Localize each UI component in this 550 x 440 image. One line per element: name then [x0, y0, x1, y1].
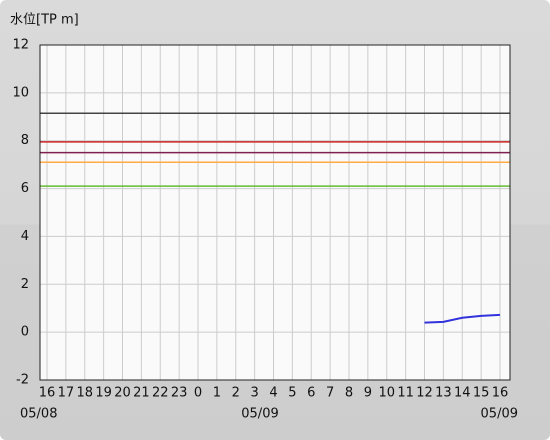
x-tick-label: 15 — [473, 386, 490, 401]
y-tick-label: 6 — [21, 181, 29, 196]
date-label: 05/09 — [241, 407, 278, 422]
x-tick-label: 2 — [232, 386, 240, 401]
x-tick-label: 22 — [152, 386, 169, 401]
y-tick-label: 0 — [21, 325, 29, 340]
x-tick-label: 0 — [194, 386, 202, 401]
x-tick-label: 23 — [171, 386, 188, 401]
plot-area — [40, 45, 510, 380]
plot-border — [39, 44, 511, 381]
y-tick-label: 2 — [21, 277, 29, 292]
x-tick-label: 20 — [114, 386, 131, 401]
x-tick-label: 3 — [250, 386, 258, 401]
x-tick-label: 12 — [416, 386, 433, 401]
x-tick-label: 6 — [307, 386, 315, 401]
y-axis-label: 水位[TP m] — [10, 13, 79, 28]
y-tick-label: 8 — [21, 133, 29, 148]
y-tick-label: 10 — [12, 85, 29, 100]
x-tick-label: 19 — [95, 386, 112, 401]
y-tick-label: -2 — [16, 373, 29, 388]
x-tick-label: 10 — [378, 386, 395, 401]
x-tick-label: 5 — [288, 386, 296, 401]
date-label: 05/08 — [20, 407, 57, 422]
x-tick-label: 1 — [213, 386, 221, 401]
x-tick-label: 7 — [326, 386, 334, 401]
x-tick-label: 11 — [397, 386, 414, 401]
x-tick-label: 16 — [492, 386, 509, 401]
x-tick-label: 21 — [133, 386, 150, 401]
x-tick-label: 18 — [76, 386, 93, 401]
x-tick-label: 17 — [58, 386, 75, 401]
date-label: 05/09 — [481, 407, 518, 422]
x-tick-label: 14 — [454, 386, 471, 401]
y-tick-label: 4 — [21, 229, 29, 244]
y-tick-label: 12 — [12, 38, 29, 53]
x-tick-label: 9 — [364, 386, 372, 401]
x-tick-label: 8 — [345, 386, 353, 401]
x-tick-label: 16 — [39, 386, 56, 401]
x-tick-label: 4 — [269, 386, 277, 401]
data-line — [424, 313, 501, 324]
x-tick-label: 13 — [435, 386, 452, 401]
